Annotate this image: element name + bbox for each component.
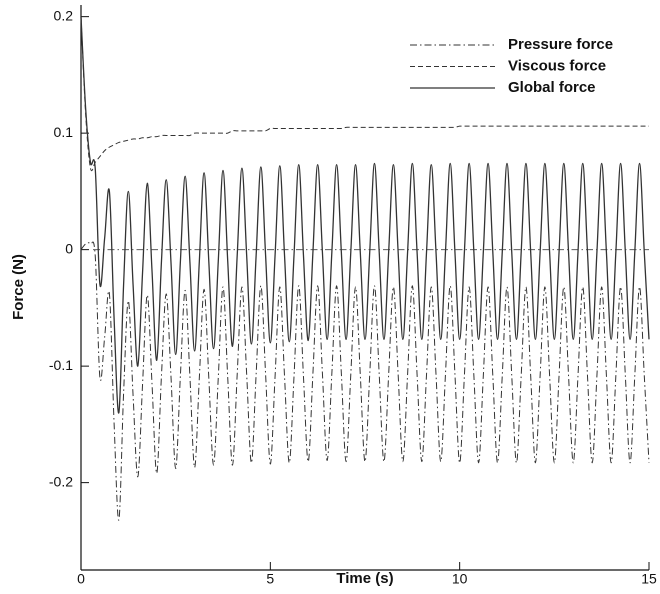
y-tick-label: 0	[65, 240, 73, 256]
line-series	[80, 16, 649, 172]
line-series	[80, 241, 650, 521]
legend-label: Pressure force	[508, 36, 613, 53]
legend-label: Viscous force	[508, 57, 606, 74]
x-tick-label: 0	[77, 571, 85, 587]
y-tick-label: -0.2	[49, 473, 73, 489]
y-tick-label: 0.2	[54, 7, 74, 23]
line-series	[80, 16, 650, 414]
y-tick-label: 0.1	[54, 124, 74, 140]
y-axis-title: Force (N)	[10, 254, 27, 320]
legend-label: Global force	[508, 79, 596, 96]
y-tick-label: -0.1	[49, 357, 73, 373]
x-tick-label: 5	[266, 571, 274, 587]
x-tick-label: 10	[452, 571, 468, 587]
x-axis-title: Time (s)	[336, 570, 393, 587]
x-tick-label: 15	[641, 571, 657, 587]
